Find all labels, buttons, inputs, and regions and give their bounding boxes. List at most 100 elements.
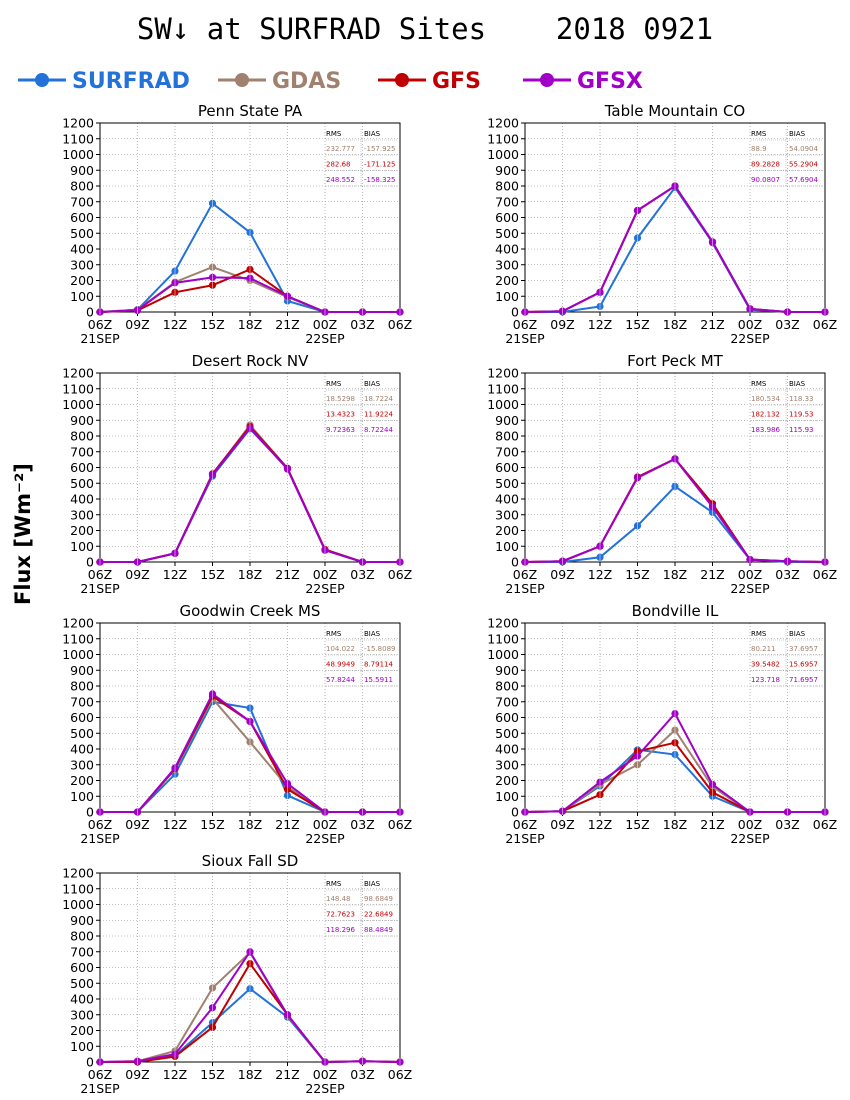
data-point	[633, 752, 642, 760]
x-tick-label: 15Z	[200, 317, 224, 332]
x-tick-label: 15Z	[200, 567, 224, 582]
data-point	[558, 807, 567, 815]
x-tick-label: 06Z	[388, 1067, 412, 1082]
legend-item-gfs: GFS	[378, 69, 481, 94]
x-date-label: 22SEP	[305, 1081, 345, 1096]
series-line	[100, 694, 400, 813]
x-tick-label: 09Z	[550, 817, 574, 832]
y-tick-label: 900	[70, 163, 94, 178]
data-point	[208, 199, 217, 207]
stats-rms-value: 248.552	[326, 176, 355, 184]
y-axis-label: Flux [Wm⁻²]	[11, 463, 35, 605]
y-tick-label: 400	[70, 742, 94, 757]
x-tick-label: 18Z	[238, 567, 262, 582]
series-gfs	[96, 692, 404, 816]
stats-bias-value: 118.33	[789, 395, 814, 403]
x-tick-label: 06Z	[813, 317, 837, 332]
x-tick-label: 03Z	[350, 317, 374, 332]
y-tick-label: 1200	[487, 116, 519, 131]
data-point	[208, 472, 217, 480]
x-tick-label: 09Z	[125, 567, 149, 582]
data-point	[521, 558, 529, 566]
series-gfsx	[96, 690, 404, 816]
data-point	[208, 698, 217, 706]
y-tick-label: 1000	[62, 397, 94, 412]
x-tick-label: 03Z	[775, 567, 799, 582]
y-tick-label: 1100	[487, 131, 519, 146]
plot-frame	[524, 372, 826, 563]
stats-rms-value: 88.9	[751, 145, 767, 153]
data-point	[171, 765, 179, 773]
stats-header-rms: RMS	[326, 130, 342, 138]
series-gdas	[521, 182, 829, 316]
y-tick-label: 700	[495, 694, 519, 709]
x-tick-label: 12Z	[588, 817, 612, 832]
data-point	[321, 808, 329, 816]
data-point	[133, 1058, 142, 1066]
data-point	[633, 522, 642, 530]
y-tick-label: 300	[495, 757, 519, 772]
x-tick-label: 09Z	[125, 817, 149, 832]
x-tick-label: 21Z	[700, 317, 724, 332]
data-point	[321, 308, 329, 316]
data-point	[396, 1058, 404, 1066]
data-point	[708, 238, 717, 246]
legend-label: GDAS	[272, 69, 341, 94]
series-surfrad	[96, 199, 404, 316]
data-point	[783, 557, 792, 565]
y-tick-label: 700	[70, 194, 94, 209]
data-point	[558, 307, 567, 315]
x-tick-label: 03Z	[775, 317, 799, 332]
x-tick-label: 03Z	[775, 817, 799, 832]
series-line	[100, 961, 401, 1064]
data-point	[708, 780, 717, 789]
x-tick-label: 06Z	[813, 817, 837, 832]
data-point	[96, 308, 104, 316]
series-line	[525, 485, 825, 563]
data-point	[133, 1057, 142, 1065]
y-tick-label: 100	[70, 1039, 94, 1054]
stats-header-bias: BIAS	[364, 380, 381, 388]
data-point	[821, 808, 829, 816]
y-tick-label: 100	[70, 289, 94, 304]
series-surfrad	[96, 985, 404, 1066]
stats-bias-value: 15.5911	[364, 676, 393, 684]
series-line	[100, 427, 400, 563]
data-point	[96, 558, 104, 566]
data-point	[821, 808, 829, 816]
data-point	[321, 308, 329, 316]
data-point	[96, 558, 104, 566]
data-point	[746, 808, 754, 816]
data-point	[358, 308, 367, 316]
data-point	[321, 808, 329, 816]
series-gfs	[521, 739, 829, 816]
x-tick-label: 03Z	[350, 1067, 374, 1082]
stats-bias-value: -158.325	[364, 176, 395, 184]
data-point	[358, 808, 367, 816]
data-point	[283, 292, 292, 300]
stats-rms-value: 48.9949	[326, 661, 355, 669]
data-point	[358, 308, 367, 316]
panel-title: Penn State PA	[198, 102, 303, 120]
data-point	[783, 808, 792, 816]
x-date-label: 21SEP	[505, 581, 545, 596]
data-point	[246, 265, 254, 274]
data-point	[171, 279, 179, 287]
stats-bias-value: -157.925	[364, 145, 395, 153]
data-point	[671, 726, 679, 734]
data-point	[208, 470, 217, 478]
y-tick-label: 800	[70, 679, 94, 694]
x-tick-label: 12Z	[163, 317, 187, 332]
x-tick-label: 18Z	[663, 817, 687, 832]
x-date-label: 22SEP	[305, 331, 345, 346]
data-point	[133, 558, 142, 566]
y-tick-label: 800	[70, 429, 94, 444]
data-point	[633, 761, 642, 769]
data-point	[246, 274, 254, 282]
data-point	[746, 305, 754, 313]
data-point	[521, 308, 529, 316]
x-tick-label: 18Z	[238, 1067, 262, 1082]
data-point	[171, 278, 179, 286]
data-point	[708, 503, 717, 511]
y-tick-label: 1000	[487, 397, 519, 412]
